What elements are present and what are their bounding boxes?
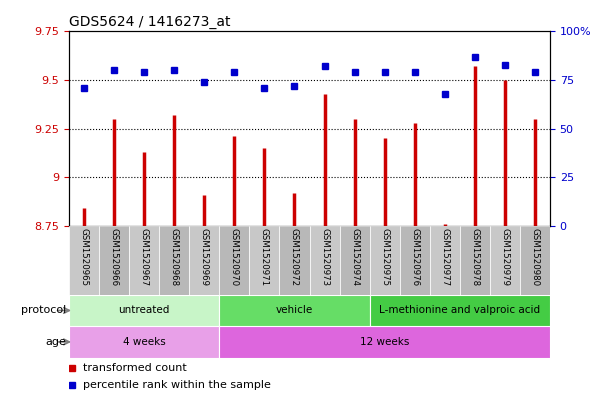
- Text: GSM1520974: GSM1520974: [350, 228, 359, 286]
- Text: percentile rank within the sample: percentile rank within the sample: [82, 380, 270, 390]
- Bar: [189, 226, 219, 295]
- Bar: [99, 226, 129, 295]
- Bar: [460, 226, 490, 295]
- Bar: [340, 226, 370, 295]
- Text: age: age: [45, 337, 66, 347]
- Bar: [219, 326, 550, 358]
- Bar: [69, 326, 219, 358]
- Text: L-methionine and valproic acid: L-methionine and valproic acid: [379, 305, 540, 316]
- Text: GSM1520965: GSM1520965: [80, 228, 88, 286]
- Text: GSM1520971: GSM1520971: [260, 228, 269, 286]
- Text: GDS5624 / 1416273_at: GDS5624 / 1416273_at: [69, 15, 231, 29]
- Bar: [219, 295, 370, 326]
- Text: GSM1520966: GSM1520966: [110, 228, 118, 286]
- Text: GSM1520969: GSM1520969: [200, 228, 209, 286]
- Text: GSM1520975: GSM1520975: [380, 228, 389, 286]
- Text: GSM1520978: GSM1520978: [471, 228, 479, 286]
- Text: GSM1520970: GSM1520970: [230, 228, 239, 286]
- Bar: [370, 295, 550, 326]
- Bar: [279, 226, 310, 295]
- Bar: [69, 226, 99, 295]
- Text: 12 weeks: 12 weeks: [360, 337, 409, 347]
- Bar: [400, 226, 430, 295]
- Text: GSM1520968: GSM1520968: [170, 228, 178, 286]
- Text: GSM1520979: GSM1520979: [501, 228, 509, 286]
- Text: protocol: protocol: [21, 305, 66, 316]
- Text: transformed count: transformed count: [82, 362, 186, 373]
- Text: GSM1520976: GSM1520976: [410, 228, 419, 286]
- Bar: [370, 226, 400, 295]
- Text: GSM1520972: GSM1520972: [290, 228, 299, 286]
- Text: 4 weeks: 4 weeks: [123, 337, 166, 347]
- Bar: [249, 226, 279, 295]
- Bar: [69, 295, 219, 326]
- Text: untreated: untreated: [118, 305, 170, 316]
- Bar: [219, 226, 249, 295]
- Text: GSM1520977: GSM1520977: [441, 228, 449, 286]
- Bar: [129, 226, 159, 295]
- Text: GSM1520973: GSM1520973: [320, 228, 329, 286]
- Bar: [159, 226, 189, 295]
- Bar: [430, 226, 460, 295]
- Bar: [310, 226, 340, 295]
- Bar: [520, 226, 550, 295]
- Text: GSM1520967: GSM1520967: [140, 228, 148, 286]
- Bar: [490, 226, 520, 295]
- Text: GSM1520980: GSM1520980: [531, 228, 539, 286]
- Text: vehicle: vehicle: [276, 305, 313, 316]
